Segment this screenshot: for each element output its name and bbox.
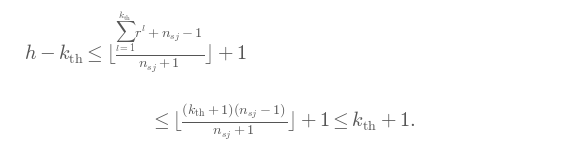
Text: $h - k_{\mathrm{th}} \leq \lfloor \frac{\sum_{l=1}^{k_{\mathrm{th}}} r^l + n_{sj: $h - k_{\mathrm{th}} \leq \lfloor \frac{…	[24, 10, 247, 75]
Text: $\leq \lfloor \frac{(k_{\mathrm{th}} + 1)(n_{sj} - 1)}{n_{sj} + 1} \rfloor + 1 \: $\leq \lfloor \frac{(k_{\mathrm{th}} + 1…	[150, 102, 416, 142]
